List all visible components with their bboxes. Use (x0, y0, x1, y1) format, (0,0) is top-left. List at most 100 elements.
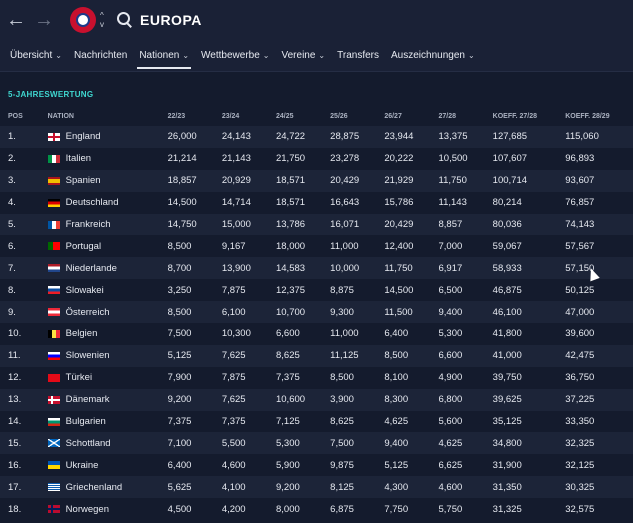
nation-name[interactable]: Österreich (65, 306, 110, 318)
nation-name[interactable]: Slowenien (65, 350, 110, 362)
table-row[interactable]: 18. Norwegen 4,500 4,200 8,000 6,875 7,750 5,75… (0, 498, 633, 520)
table-row[interactable]: 4. Deutschland 14,500 14,714 18,571 16,643 15,… (0, 192, 633, 214)
table-row[interactable]: 15. Schottland 7,100 5,500 5,300 7,500 9,400 4,… (0, 432, 633, 455)
table-row[interactable]: 12. Türkei 7,900 7,875 7,375 8,500 8,100 4,900 3… (0, 367, 633, 389)
nation-name[interactable]: Griechenland (65, 481, 123, 493)
column-header[interactable]: 22/23 (167, 112, 186, 120)
value-cell: 6,400 (167, 459, 192, 471)
nation-cell[interactable]: Slowakei (47, 284, 168, 296)
nation-cell[interactable]: England (47, 131, 168, 143)
value-cell: 5,750 (438, 503, 463, 515)
nation-cell[interactable]: Österreich (47, 306, 168, 318)
value-cell: 14,500 (167, 197, 197, 209)
nation-cell[interactable]: Deutschland (47, 197, 168, 209)
value-cell: 7,625 (221, 394, 246, 406)
nation-cell[interactable]: Türkei (47, 372, 168, 384)
nation-cell[interactable]: Slowenien (47, 350, 168, 362)
table-row[interactable]: 11. Slowenien 5,125 7,625 8,625 11,125 8,500 6,… (0, 344, 633, 367)
nation-name[interactable]: Italien (65, 153, 92, 165)
menu-item-übersicht[interactable]: Übersicht ⌄ (4, 40, 68, 72)
menu-item-nationen[interactable]: Nationen ⌄ (133, 40, 195, 72)
nation-name[interactable]: Slowakei (65, 284, 104, 296)
chevron-down-icon: ⌄ (182, 51, 190, 60)
chevron-down-icon: ⌄ (467, 51, 475, 60)
table-row[interactable]: 13. Dänemark 9,200 7,625 10,600 3,900 8,300 6,8… (0, 388, 633, 411)
position-cell: 4. (8, 197, 16, 209)
value-cell: 4,600 (221, 459, 246, 471)
value-cell: 11,125 (330, 350, 359, 362)
nation-cell[interactable]: Ukraine (47, 459, 168, 471)
column-header[interactable]: KOEFF. 27/28 (492, 112, 538, 120)
table-row[interactable]: 3. Spanien 18,857 20,929 18,571 20,429 21,929 1… (0, 169, 633, 192)
value-cell: 13,375 (438, 131, 468, 143)
nation-name[interactable]: Schottland (65, 437, 111, 449)
column-header[interactable]: 27/28 (438, 112, 457, 120)
nation-cell[interactable]: Frankreich (47, 219, 168, 230)
column-header[interactable]: 26/27 (384, 112, 402, 120)
column-header[interactable]: NATION (47, 112, 74, 120)
nation-cell[interactable]: Spanien (47, 175, 168, 187)
column-header[interactable]: POS (8, 112, 23, 120)
value-cell: 14,500 (384, 284, 414, 296)
table-row[interactable]: 14. Bulgarien 7,375 7,375 7,125 8,625 4,625 5,6… (0, 411, 633, 433)
value-cell: 14,583 (275, 262, 306, 274)
nation-cell[interactable]: Belgien (47, 328, 168, 340)
table-row[interactable]: 10. Belgien 7,500 10,300 6,600 11,000 6,400 5,3… (0, 323, 633, 345)
nation-name[interactable]: Dänemark (65, 394, 110, 406)
nation-name[interactable]: Bulgarien (65, 416, 106, 428)
forward-arrow-icon[interactable]: → (34, 8, 54, 31)
nation-cell[interactable]: Schottland (47, 437, 168, 449)
value-cell: 9,200 (275, 481, 300, 493)
table-row[interactable]: 7. Niederlande 8,700 13,900 14,583 10,000 11,7… (0, 257, 633, 280)
value-cell: 107,607 (492, 153, 528, 165)
uefa-logo-icon[interactable] (70, 7, 96, 33)
column-header[interactable]: KOEFF. 28/29 (565, 112, 610, 120)
table-row[interactable]: 9. Österreich 8,500 6,100 10,700 9,300 11,500 9… (0, 301, 633, 324)
nation-name[interactable]: Deutschland (65, 197, 119, 209)
flag-den-icon (47, 395, 60, 404)
position-cell: 18. (8, 503, 22, 515)
nation-name[interactable]: Belgien (65, 328, 98, 340)
nation-name[interactable]: Türkei (65, 372, 93, 384)
switch-competition-icon[interactable]: ^ v (100, 11, 104, 29)
nation-name[interactable]: England (65, 131, 101, 143)
nation-cell[interactable]: Dänemark (47, 394, 168, 406)
menu-item-transfers[interactable]: Transfers (331, 40, 385, 72)
value-cell: 7,875 (221, 372, 246, 384)
table-row[interactable]: 8. Slowakei 3,250 7,875 12,375 8,875 14,500 6,5… (0, 279, 633, 301)
value-cell: 8,500 (167, 306, 192, 318)
nation-name[interactable]: Portugal (65, 240, 102, 252)
nation-name[interactable]: Norwegen (65, 503, 109, 515)
page-title: EUROPA (140, 12, 202, 28)
nation-name[interactable]: Frankreich (65, 219, 111, 230)
table-row[interactable]: 6. Portugal 8,500 9,167 18,000 11,000 12,400 7,… (0, 235, 633, 257)
value-cell: 6,600 (275, 328, 300, 340)
table-row[interactable]: 1. England 26,000 24,143 24,722 28,875 23,944 1… (0, 126, 633, 148)
value-cell: 115,060 (565, 131, 599, 143)
table-row[interactable]: 17. Griechenland 5,625 4,100 9,200 8,125 4,300… (0, 476, 633, 499)
menu-item-wettbewerbe[interactable]: Wettbewerbe ⌄ (195, 40, 275, 72)
value-cell: 76,857 (565, 197, 595, 209)
nation-cell[interactable]: Norwegen (47, 503, 168, 515)
menu-item-nachrichten[interactable]: Nachrichten (68, 40, 133, 72)
search-icon[interactable] (116, 11, 134, 29)
menu-item-vereine[interactable]: Vereine ⌄ (276, 40, 332, 72)
nation-cell[interactable]: Niederlande (47, 262, 168, 274)
table-row[interactable]: 2. Italien 21,214 21,143 21,750 23,278 20,222 1… (0, 148, 633, 170)
nation-cell[interactable]: Portugal (47, 240, 168, 252)
table-header: POS NATION 22/23 23/24 24/25 25/26 26/27 27/28 K… (0, 106, 633, 126)
nation-name[interactable]: Ukraine (65, 459, 99, 471)
column-header[interactable]: 25/26 (330, 112, 348, 120)
nation-cell[interactable]: Griechenland (47, 481, 168, 493)
nation-cell[interactable]: Bulgarien (47, 416, 168, 428)
table-row[interactable]: 5. Frankreich 14,750 15,000 13,786 16,071 20,4… (0, 213, 633, 236)
back-arrow-icon[interactable]: ← (6, 8, 26, 31)
nation-name[interactable]: Spanien (65, 175, 101, 187)
position-cell: 10. (8, 328, 22, 340)
menu-item-auszeichnungen[interactable]: Auszeichnungen ⌄ (385, 40, 481, 72)
nation-cell[interactable]: Italien (47, 153, 168, 165)
column-header[interactable]: 23/24 (221, 112, 240, 120)
table-row[interactable]: 16. Ukraine 6,400 4,600 5,900 9,875 5,125 6,625… (0, 454, 633, 476)
column-header[interactable]: 24/25 (275, 112, 294, 120)
nation-name[interactable]: Niederlande (65, 262, 117, 274)
